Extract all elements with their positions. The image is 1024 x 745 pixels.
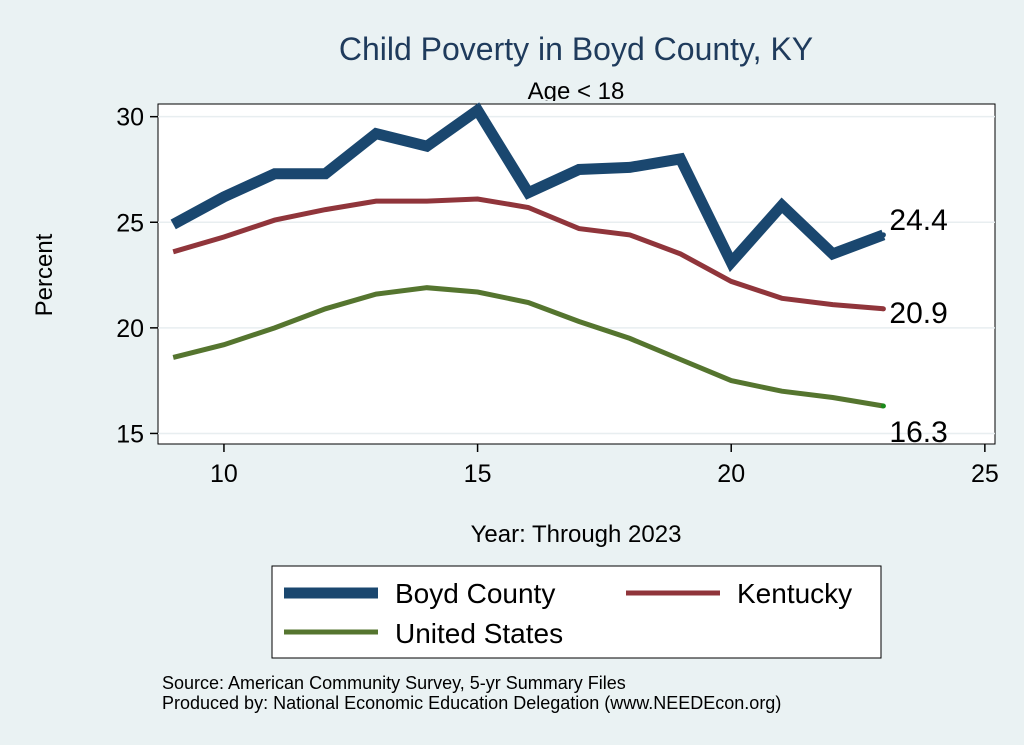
series-end-point-boyd-county — [880, 232, 886, 238]
series-line-united-states — [172, 285, 884, 409]
end-label-kentucky: 20.9 — [889, 297, 947, 330]
y-tick-label: 30 — [116, 104, 144, 132]
x-axis-label: Year: Through 2023 — [471, 521, 682, 548]
legend-box — [271, 565, 882, 659]
x-tick-label: 15 — [464, 460, 492, 488]
y-tick-label: 25 — [116, 209, 144, 237]
chart-subtitle: Age < 18 — [528, 78, 625, 105]
producer-note: Produced by: National Economic Education… — [162, 693, 781, 713]
source-note: Source: American Community Survey, 5-yr … — [162, 673, 626, 693]
y-tick-label: 20 — [116, 315, 144, 343]
x-tick-label: 25 — [971, 460, 999, 488]
legend-label-united-states: United States — [395, 618, 563, 649]
y-tick-label: 15 — [116, 420, 144, 448]
plot-area — [157, 103, 996, 445]
series-end-point-kentucky — [880, 306, 886, 312]
y-axis-label: Percent — [31, 233, 58, 316]
legend-label-kentucky: Kentucky — [737, 578, 852, 609]
series-line-boyd-county — [170, 102, 886, 273]
end-label-boyd-county: 24.4 — [889, 204, 947, 237]
end-label-united-states: 16.3 — [889, 416, 947, 449]
chart-title: Child Poverty in Boyd County, KY — [339, 31, 813, 67]
series-line-kentucky — [172, 196, 884, 312]
series-end-point-united-states — [880, 403, 886, 409]
legend-label-boyd-county: Boyd County — [395, 578, 555, 609]
x-tick-label: 10 — [210, 460, 238, 488]
x-tick-label: 20 — [717, 460, 745, 488]
legend: Boyd County Kentucky United States — [271, 565, 882, 659]
